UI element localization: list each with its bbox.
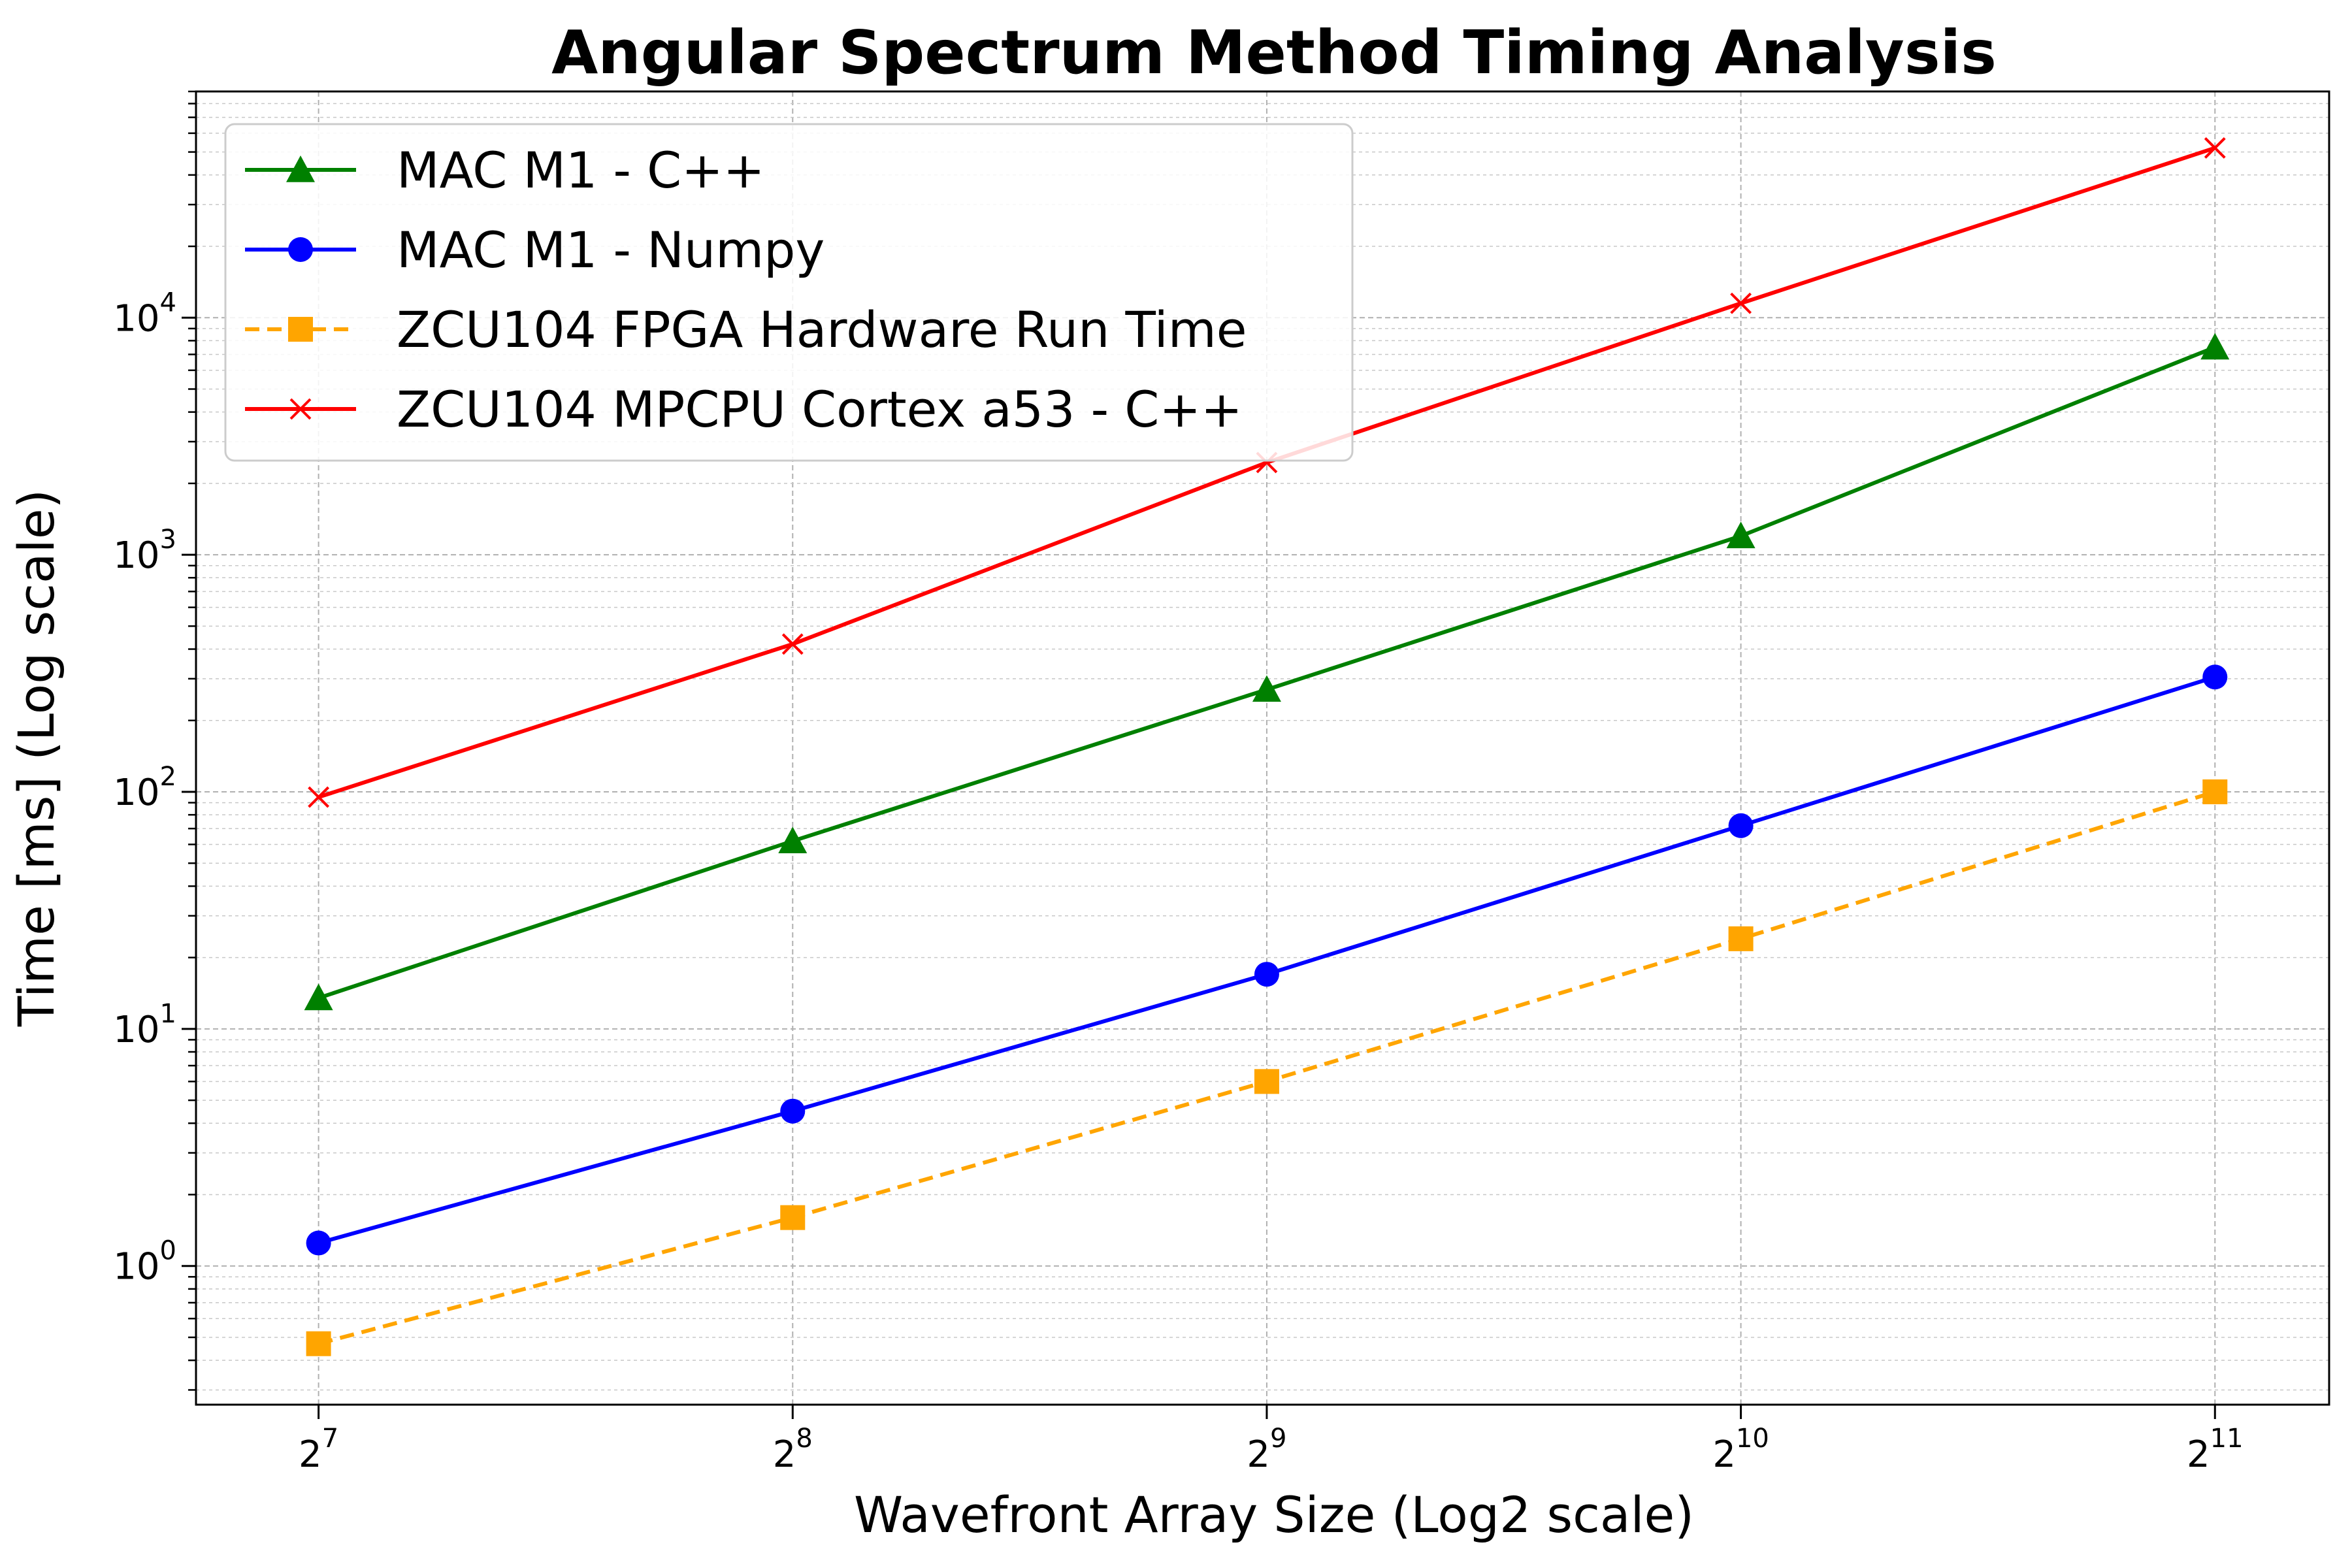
- legend: MAC M1 - C++ MAC M1 - Numpy ZCU104 FPGA Ha…: [224, 123, 1354, 462]
- data-point: [1254, 1069, 1279, 1094]
- x-axis-label: Wavefront Array Size (Log2 scale): [854, 1486, 1694, 1544]
- legend-item: ZCU104 FPGA Hardware Run Time: [245, 301, 1247, 359]
- legend-label: MAC M1 - C++: [397, 141, 765, 199]
- data-point: [1252, 675, 1281, 702]
- data-point: [1254, 962, 1279, 987]
- data-point: [2202, 779, 2228, 804]
- legend-label: ZCU104 MPCPU Cortex a53 - C++: [397, 380, 1243, 438]
- legend-marker: [286, 155, 315, 182]
- data-point: [2202, 664, 2228, 690]
- legend-box: [224, 123, 1354, 462]
- x-marker-stroke: [308, 786, 330, 808]
- series-0: [304, 333, 2230, 1011]
- data-point: [1726, 521, 1756, 549]
- data-point: [1728, 813, 1754, 838]
- series-layer: [304, 137, 2230, 1356]
- legend-marker: [288, 317, 313, 342]
- legend-item: MAC M1 - C++: [245, 141, 765, 199]
- x-tick-label: 28: [773, 1424, 813, 1476]
- y-tick-label: 103: [113, 525, 176, 577]
- legend-marker: [289, 398, 312, 420]
- plot-frame: [195, 90, 2330, 1406]
- x-tick-label: 29: [1247, 1424, 1286, 1476]
- x-marker-stroke: [289, 398, 312, 420]
- data-point: [778, 826, 808, 854]
- legend-item: ZCU104 MPCPU Cortex a53 - C++: [245, 380, 1243, 438]
- x-marker-stroke: [2204, 137, 2226, 159]
- chart-title: Angular Spectrum Method Timing Analysis: [551, 18, 1997, 88]
- grid: [196, 91, 2329, 1405]
- x-tick-label: 27: [299, 1424, 338, 1476]
- data-point: [2204, 137, 2226, 159]
- data-point: [304, 983, 333, 1011]
- axis-ticks: 27 28 29 210 211 100 101 102 103 104: [113, 90, 2244, 1476]
- data-point: [1728, 926, 1754, 951]
- data-point: [781, 633, 804, 655]
- y-tick-label: 102: [113, 762, 176, 814]
- data-point: [306, 1331, 331, 1356]
- data-point: [1730, 292, 1752, 314]
- data-point: [306, 1230, 331, 1256]
- series-1: [306, 664, 2228, 1256]
- y-tick-label: 104: [113, 287, 176, 340]
- x-tick-label: 211: [2187, 1424, 2244, 1476]
- x-marker-stroke: [781, 633, 804, 655]
- y-axis-label: Time [ms] (Log scale): [7, 489, 65, 1027]
- legend-item: MAC M1 - Numpy: [245, 221, 825, 279]
- series-2: [306, 779, 2228, 1356]
- legend-marker: [288, 237, 313, 262]
- x-marker-stroke: [1730, 292, 1752, 314]
- y-tick-label: 101: [113, 999, 176, 1051]
- y-tick-label: 100: [113, 1236, 176, 1288]
- x-tick-label: 210: [1712, 1424, 1769, 1476]
- data-point: [308, 786, 330, 808]
- data-point: [780, 1205, 806, 1230]
- data-point: [780, 1098, 806, 1124]
- data-point: [2200, 333, 2230, 360]
- series-3: [308, 137, 2226, 808]
- legend-label: ZCU104 FPGA Hardware Run Time: [397, 301, 1247, 359]
- legend-label: MAC M1 - Numpy: [397, 221, 825, 279]
